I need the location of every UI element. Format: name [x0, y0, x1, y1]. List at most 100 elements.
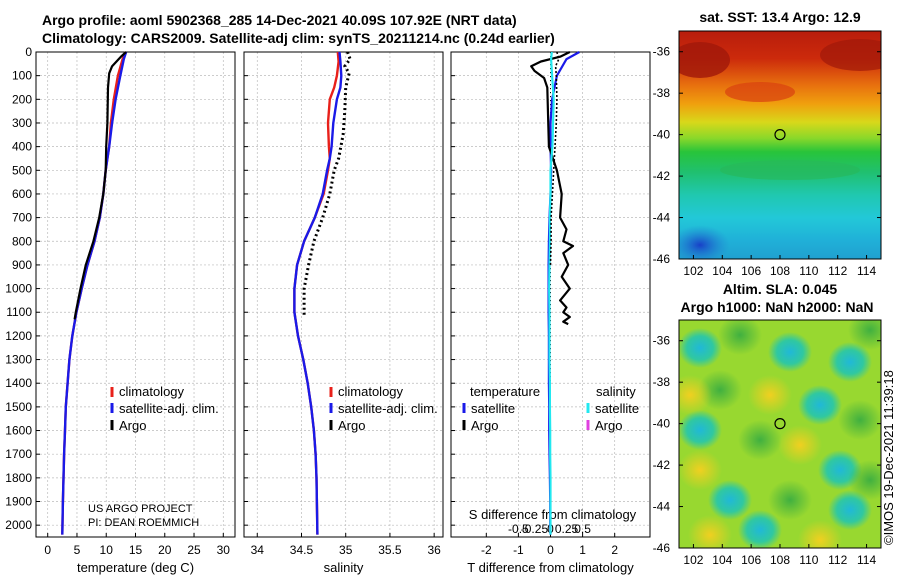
sla-map — [679, 320, 881, 548]
map-lat-label: -46 — [653, 252, 671, 266]
sla-eddy — [679, 450, 722, 490]
series-satellite-adj-clim- — [61, 51, 128, 535]
sla-eddy — [708, 480, 752, 520]
sla-eddy — [848, 460, 881, 500]
legend-argo-label: Argo — [119, 418, 146, 433]
sla-eddy — [738, 510, 782, 548]
x-tick-label: 20 — [158, 543, 172, 557]
x2-tick-label: -0.5 — [508, 522, 529, 536]
map-lat-label: -46 — [653, 541, 671, 555]
x-tick-label: 0 — [44, 543, 51, 557]
y-tick-label: 2000 — [5, 518, 32, 532]
map-lon-label: 108 — [770, 553, 790, 567]
sla-eddy — [828, 342, 872, 382]
map-lat-label: -36 — [653, 45, 671, 59]
header-title-line1: Argo profile: aoml 5902368_285 14-Dec-20… — [42, 12, 517, 28]
map-lon-label: 108 — [770, 264, 790, 278]
x-tick-label: 10 — [100, 543, 114, 557]
credit-project: US ARGO PROJECT — [88, 503, 193, 515]
map-lat-label: -44 — [653, 211, 671, 225]
sst-float-marker — [774, 129, 786, 141]
map-lon-label: 114 — [857, 264, 876, 278]
header-title-line2: Climatology: CARS2009. Satellite-adj cli… — [42, 30, 555, 46]
map-lon-label: 102 — [683, 264, 703, 278]
panel-differences: -2 -1 0 1 2 T difference from climatology S di… — [450, 51, 651, 575]
profile-panels: 0100200300400500600700800900100011001200… — [5, 45, 651, 575]
y-tick-label: 800 — [12, 234, 32, 248]
x-tick-label: 30 — [217, 543, 231, 557]
map-lon-label: 112 — [828, 553, 847, 567]
sst-warm-patch — [679, 42, 730, 78]
y-tick-label: 300 — [12, 116, 32, 130]
y-tick-label: 0 — [25, 45, 32, 59]
legend-clim-label: climatology — [119, 384, 185, 399]
y-tick-label: 1300 — [5, 353, 32, 367]
y-tick-label: 1200 — [5, 329, 32, 343]
y-tick-label: 400 — [12, 140, 32, 154]
y-tick-label: 900 — [12, 258, 32, 272]
sla-eddy — [828, 490, 872, 530]
map-lat-label: -44 — [653, 500, 671, 514]
sla-eddy — [738, 420, 782, 460]
map-lon-label: 104 — [712, 553, 732, 567]
x-tick-label: 1 — [579, 543, 586, 557]
sla-eddy — [838, 400, 881, 440]
x-axis-label-secondary: S difference from climatology — [469, 507, 637, 522]
diff-legend-t-sat-label: satellite — [471, 401, 515, 416]
x-tick-label: 15 — [129, 543, 143, 557]
x-tick-label: -1 — [513, 543, 524, 557]
y-tick-label: 100 — [12, 69, 32, 83]
series-argo — [73, 51, 127, 320]
sla-eddy — [679, 328, 722, 368]
series-s-satellite — [548, 51, 555, 535]
x-tick-label: 34 — [251, 543, 265, 557]
map-lat-label: -38 — [653, 375, 671, 389]
sst-front — [720, 160, 860, 180]
map-lon-label: 106 — [741, 264, 761, 278]
y-tick-label: 1700 — [5, 447, 32, 461]
series-argo — [302, 51, 352, 317]
sst-warm-patch — [820, 39, 881, 71]
sal-legend-sat-label: satellite-adj. clim. — [338, 401, 438, 416]
salinity-legend: climatology satellite-adj. clim. Argo — [329, 384, 438, 433]
map-axes: 102 104 106 108 110 112 114 -36 -38 -40 -42 -44 -46 1… — [653, 45, 881, 567]
sla-eddy — [679, 410, 722, 450]
x-tick-label: 2 — [611, 543, 618, 557]
x-tick-label: 35.5 — [378, 543, 402, 557]
x-axis-label: temperature (deg C) — [77, 560, 194, 575]
diff-legend-s-sat-label: satellite — [595, 401, 639, 416]
x-tick-label: -2 — [481, 543, 492, 557]
sla-eddy — [798, 385, 842, 425]
y-tick-label: 700 — [12, 211, 32, 225]
y-tick-label: 1100 — [6, 305, 32, 319]
map-lat-label: -40 — [653, 128, 671, 142]
y-tick-label: 1600 — [5, 424, 32, 438]
sla-float-marker — [774, 418, 786, 430]
sla-eddy — [768, 480, 812, 520]
y-tick-label: 1000 — [5, 282, 32, 296]
credit-pi: PI: DEAN ROEMMICH — [88, 517, 199, 529]
x-tick-label: 5 — [74, 543, 81, 557]
sal-legend-clim-label: climatology — [338, 384, 404, 399]
map-lat-label: -40 — [653, 417, 671, 431]
sla-eddy — [848, 320, 881, 350]
map-lon-label: 110 — [799, 553, 818, 567]
map-lat-label: -38 — [653, 86, 671, 100]
diff-legend-t-argo-label: Argo — [471, 418, 498, 433]
sst-warm-patch — [725, 82, 795, 102]
map-lat-label: -42 — [653, 169, 671, 183]
sst-map — [679, 31, 881, 259]
legend-sat-label: satellite-adj. clim. — [119, 401, 219, 416]
x2-tick-label: 0.5 — [574, 522, 591, 536]
panel-salinity: 34 34.5 35 35.5 36 salinity — [243, 51, 444, 575]
x2-tick-label: -0.25 — [521, 522, 549, 536]
map-lon-label: 112 — [828, 264, 847, 278]
sla-eddy — [768, 332, 812, 372]
diff-legend-s-argo-label: Argo — [595, 418, 622, 433]
series-climatology — [61, 51, 127, 535]
y-tick-label: 600 — [12, 187, 32, 201]
sla-eddy — [798, 520, 842, 548]
sla-eddy — [688, 515, 732, 548]
x-tick-label: 0 — [547, 543, 554, 557]
y-tick-label: 1400 — [5, 376, 32, 390]
